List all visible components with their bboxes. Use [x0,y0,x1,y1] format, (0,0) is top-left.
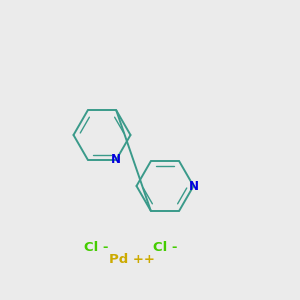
Text: Pd ++: Pd ++ [109,253,155,266]
Text: Cl -: Cl - [84,241,108,254]
Text: Cl -: Cl - [153,241,177,254]
Text: N: N [188,179,199,193]
Text: N: N [111,153,121,166]
